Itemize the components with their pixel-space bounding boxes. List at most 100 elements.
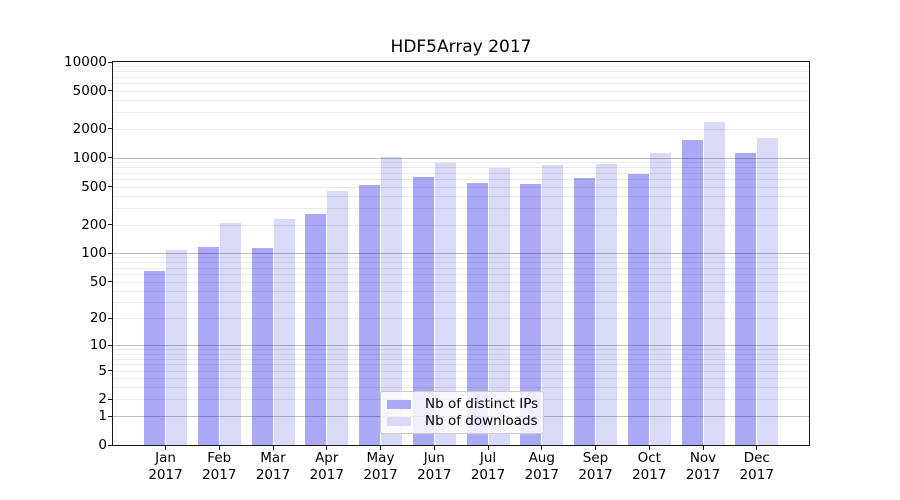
gridline-minor: [113, 267, 809, 269]
x-axis-tick: [272, 446, 274, 450]
y-axis-label: 10000: [64, 54, 107, 70]
bar-jan-distinct-ips: [144, 271, 165, 445]
gridline-minor: [113, 364, 809, 366]
y-axis-label: 1000: [72, 149, 107, 166]
y-axis-tick: [108, 224, 112, 225]
y-axis-label: 500: [81, 178, 107, 195]
x-axis-label: Dec 2017: [739, 450, 774, 483]
y-axis-tick: [108, 281, 112, 282]
legend-label-distinct-ips: Nb of distinct IPs: [425, 396, 539, 412]
gridline-minor: [113, 178, 809, 180]
x-axis-label: Jul 2017: [470, 450, 506, 483]
gridline-minor: [113, 66, 809, 68]
legend: Nb of distinct IPs Nb of downloads: [380, 391, 544, 434]
bar-may-distinct-ips: [359, 185, 380, 445]
y-axis-label: 200: [81, 216, 107, 233]
bar-sep-distinct-ips: [574, 178, 595, 445]
x-axis-tick: [541, 446, 543, 450]
x-axis-tick: [595, 446, 596, 450]
x-axis-tick: [702, 446, 704, 450]
x-axis-label: Nov 2017: [685, 450, 721, 483]
y-axis-label: 5: [98, 362, 107, 379]
bar-mar-distinct-ips: [251, 248, 273, 445]
gridline-decade: [113, 157, 809, 159]
gridline-minor: [113, 162, 809, 164]
x-axis-label: Apr 2017: [309, 450, 344, 483]
bar-oct-downloads: [649, 152, 671, 445]
gridline-minor: [113, 83, 809, 85]
y-axis-tick: [108, 317, 112, 319]
gridline-minor: [113, 112, 809, 114]
gridline-minor: [113, 90, 809, 92]
gridline-minor: [113, 353, 809, 355]
bar-nov-downloads: [703, 122, 725, 445]
gridline-minor: [113, 274, 809, 276]
gridline-minor: [113, 349, 809, 351]
bar-feb-distinct-ips: [197, 247, 219, 445]
gridline-decade: [113, 253, 809, 255]
y-axis-tick: [108, 252, 112, 254]
gridline-minor: [113, 281, 809, 283]
bar-sep-downloads: [596, 164, 617, 445]
gridline-minor: [113, 128, 809, 130]
gridline-minor: [113, 207, 809, 209]
x-axis-label: Mar 2017: [255, 450, 291, 483]
x-axis-label: Aug 2017: [524, 450, 559, 483]
x-axis-tick: [756, 446, 758, 450]
y-axis-tick: [108, 344, 112, 346]
gridline-minor: [113, 100, 809, 102]
bar-dec-distinct-ips: [735, 152, 757, 445]
legend-swatch-downloads: [387, 417, 411, 426]
x-axis-tick: [648, 446, 650, 450]
gridline-minor: [113, 387, 809, 389]
y-axis-label: 50: [89, 273, 107, 290]
y-axis-tick: [108, 90, 112, 92]
y-axis-label: 100: [81, 245, 107, 262]
plot-area: Nb of distinct IPs Nb of downloads: [112, 61, 810, 446]
gridline-minor: [113, 71, 809, 73]
y-axis-tick: [108, 157, 112, 159]
x-axis-label: Oct 2017: [632, 450, 667, 483]
x-axis-tick: [433, 446, 435, 450]
y-axis-label: 0: [98, 437, 107, 453]
bar-jun-distinct-ips: [412, 177, 434, 445]
gridline-minor: [113, 172, 809, 174]
bar-apr-distinct-ips: [305, 214, 327, 445]
gridline-minor: [113, 262, 809, 264]
y-axis-label: 1: [98, 408, 107, 425]
y-axis-tick: [108, 398, 112, 400]
y-axis-tick: [108, 370, 112, 371]
bar-may-downloads: [381, 157, 402, 445]
gridline-minor: [113, 290, 809, 292]
bar-jul-distinct-ips: [466, 183, 488, 445]
legend-label-downloads: Nb of downloads: [425, 413, 538, 429]
bar-jun-downloads: [434, 162, 456, 445]
x-axis-tick: [380, 446, 381, 450]
bar-dec-downloads: [757, 137, 779, 445]
bar-oct-distinct-ips: [627, 174, 649, 445]
y-axis-label: 5000: [72, 82, 107, 99]
x-axis-label: Sep 2017: [578, 450, 613, 483]
bar-nov-distinct-ips: [681, 140, 703, 445]
gridline-minor: [113, 224, 809, 226]
y-axis-tick: [108, 128, 112, 130]
bar-apr-downloads: [327, 191, 349, 445]
x-axis-label: Jun 2017: [417, 450, 452, 483]
legend-item-downloads: Nb of downloads: [387, 413, 543, 430]
gridline-minor: [113, 257, 809, 259]
bar-mar-downloads: [273, 218, 295, 445]
bar-jul-downloads: [488, 168, 510, 445]
gridline-minor: [113, 358, 809, 360]
chart-title: HDF5Array 2017: [390, 37, 532, 57]
y-axis-label: 2: [98, 391, 107, 408]
gridline-minor: [113, 302, 809, 304]
bar-aug-distinct-ips: [520, 183, 542, 445]
legend-swatch-distinct-ips: [387, 400, 411, 409]
gridline-minor: [113, 370, 809, 372]
y-axis-label: 2000: [72, 120, 107, 137]
x-axis-tick: [218, 446, 220, 450]
x-axis-label: Feb 2017: [202, 450, 237, 483]
y-axis-label: 20: [89, 310, 107, 327]
gridline-minor: [113, 186, 809, 188]
